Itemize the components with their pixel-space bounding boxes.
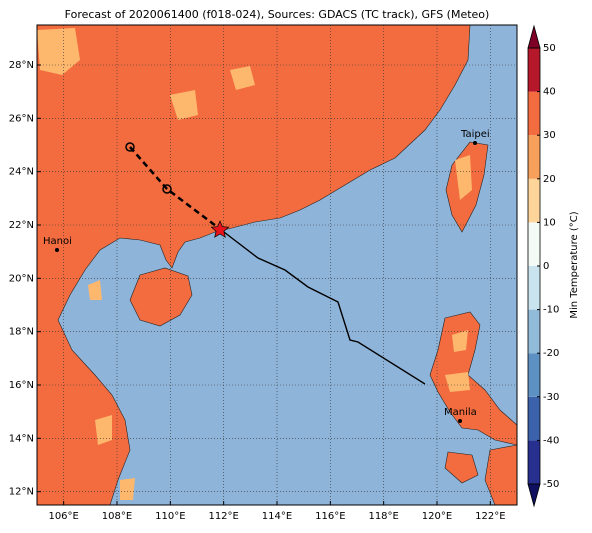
colorbar-tick-label: -10 (543, 305, 559, 316)
colorbar-tick-label: 50 (543, 43, 556, 54)
y-tick-label: 24°N (9, 167, 34, 178)
hainan (129, 267, 193, 327)
y-tick-label: 22°N (9, 220, 34, 231)
colorbar-segment (528, 178, 540, 223)
grid (37, 25, 517, 505)
x-tick-label: 116°E (315, 511, 345, 522)
x-tick-label: 110°E (155, 511, 185, 522)
x-tick-label: 108°E (102, 511, 132, 522)
colorbar-segment (528, 48, 540, 92)
x-tick-label: 112°E (208, 511, 238, 522)
current-position (210, 220, 230, 238)
colorbar-tick-label: -40 (543, 435, 559, 446)
colorbar-label: Min Temperature (°C) (569, 211, 580, 318)
past-track (219, 228, 426, 385)
colorbar-segment (528, 266, 540, 310)
colorbar-segment (528, 222, 540, 266)
colorbar-tick-label: -20 (543, 348, 559, 359)
y-tick-label: 20°N (9, 273, 34, 284)
city-label: Taipei (460, 129, 490, 140)
x-tick-label: 120°E (422, 511, 452, 522)
colorbar-segment (528, 135, 540, 179)
warm-patches (37, 28, 472, 500)
colorbar-extend-min (527, 483, 541, 508)
y-tick-label: 14°N (9, 433, 34, 444)
track-point (162, 184, 172, 194)
map-title: Forecast of 2020061400 (f018-024), Sourc… (65, 8, 490, 21)
y-tick-label: 16°N (9, 380, 34, 391)
city-label: Manila (444, 407, 477, 418)
colorbar-tick-label: -30 (543, 392, 559, 403)
forecast-track (129, 146, 221, 230)
luzon (429, 311, 517, 446)
y-tick-label: 12°N (9, 487, 34, 498)
colorbar-extend-max (527, 24, 541, 49)
track-point (125, 142, 135, 152)
city-dot (55, 248, 59, 252)
y-tick-label: 28°N (9, 60, 34, 71)
mindoro (444, 451, 479, 484)
city-dot (473, 141, 477, 145)
y-tick-label: 26°N (9, 113, 34, 124)
colorbar-segment (528, 309, 540, 354)
x-tick-label: 114°E (262, 511, 292, 522)
colorbar-tick-label: 10 (543, 217, 556, 228)
x-tick-label: 122°E (475, 511, 505, 522)
map-area: Hanoi Taipei Manila (37, 25, 517, 505)
x-tick-label: 106°E (48, 511, 78, 522)
y-tick-label: 18°N (9, 327, 34, 338)
colorbar-segment (528, 91, 540, 136)
colorbar-tick-label: 40 (543, 87, 556, 98)
city-label: Hanoi (43, 236, 72, 247)
colorbar-segment (528, 396, 540, 441)
city-dot (458, 419, 462, 423)
colorbar-tick-label: 30 (543, 130, 556, 141)
visayas (484, 444, 517, 505)
colorbar-tick-label: 0 (543, 261, 549, 272)
mainland (37, 25, 471, 505)
colorbar-tick-label: -50 (543, 479, 559, 490)
colorbar: -50 -40 -30 -20 -10 0 10 20 30 40 50 (527, 24, 559, 508)
colorbar-tick-label: 20 (543, 174, 556, 185)
colorbar-segment (528, 353, 540, 397)
x-tick-label: 118°E (368, 511, 398, 522)
colorbar-segment (528, 440, 540, 484)
